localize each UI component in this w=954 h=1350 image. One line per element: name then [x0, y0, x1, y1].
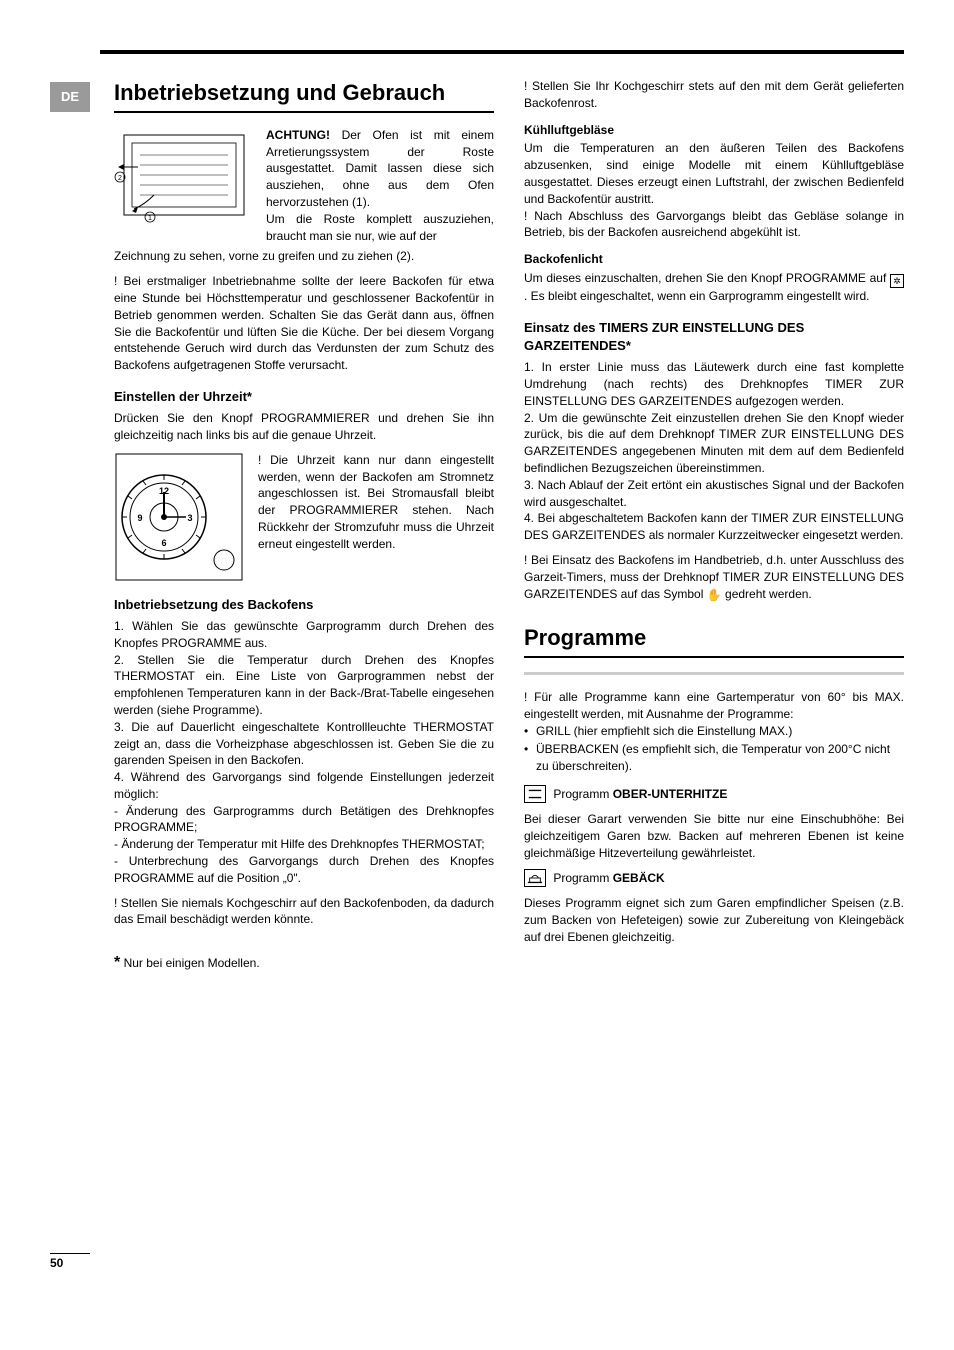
- language-tab: DE: [50, 82, 90, 112]
- warning-cookware-floor: ! Stellen Sie niemals Kochgeschirr auf d…: [114, 895, 494, 929]
- warning-first-use: ! Bei erstmaliger Inbetriebnahme sollte …: [114, 273, 494, 374]
- left-column: Inbetriebsetzung und Gebrauch 1: [114, 78, 494, 983]
- convection-icon: [524, 785, 546, 803]
- right-column: ! Stellen Sie Ihr Kochgeschirr stets auf…: [524, 78, 904, 983]
- heading-timer: Einsatz des TIMERS ZUR EINSTELLUNG DES G…: [524, 319, 904, 355]
- heading-programs: Programme: [524, 623, 904, 658]
- light-text: Um dieses einzuschalten, drehen Sie den …: [524, 270, 904, 305]
- svg-text:1: 1: [148, 215, 152, 222]
- step-4a: - Änderung des Garprogramms durch Betäti…: [114, 803, 494, 837]
- svg-text:6: 6: [161, 538, 166, 548]
- program-2-body: Dieses Programm eignet sich zum Garen em…: [524, 895, 904, 945]
- lamp-icon: ✲: [890, 274, 904, 288]
- program-1-heading: Programm OBER-UNTERHITZE: [524, 785, 904, 803]
- step-3: 3. Die auf Dauerlicht eingeschaltete Kon…: [114, 719, 494, 769]
- step-1: 1. Wählen Sie das gewünschte Garprogramm…: [114, 618, 494, 652]
- program-1-body: Bei dieser Garart verwenden Sie bitte nu…: [524, 811, 904, 861]
- programs-intro: ! Für alle Programme kann eine Gartemper…: [524, 689, 904, 723]
- heading-fan: Kühlluftgebläse: [524, 122, 904, 139]
- warning-rack: ! Stellen Sie Ihr Kochgeschirr stets auf…: [524, 78, 904, 112]
- oven-illustration: 1 2: [114, 127, 254, 227]
- hand-icon: ✋: [707, 587, 722, 604]
- timer-warning: ! Bei Einsatz des Backofens im Handbetri…: [524, 552, 904, 603]
- pastry-icon: [524, 869, 546, 887]
- svg-text:2: 2: [118, 175, 122, 182]
- intro-continuation: Zeichnung zu sehen, vorne zu greifen und…: [114, 248, 494, 265]
- clock-instruction: Drücken Sie den Knopf PROGRAMMIERER und …: [114, 410, 494, 444]
- timer-1: 1. In erster Linie muss das Läutewerk du…: [524, 359, 904, 409]
- clock-illustration: 12 3 6 9: [114, 452, 244, 582]
- step-4c: - Unterbrechung des Garvorgangs durch Dr…: [114, 853, 494, 887]
- step-2: 2. Stellen Sie die Temperatur durch Dreh…: [114, 652, 494, 719]
- svg-text:12: 12: [159, 486, 169, 496]
- heading-light: Backofenlicht: [524, 251, 904, 268]
- step-4b: - Änderung der Temperatur mit Hilfe des …: [114, 836, 494, 853]
- heading-startup: Inbetriebsetzung des Backofens: [114, 596, 494, 614]
- heading-underline: [524, 672, 904, 675]
- heading-clock: Einstellen der Uhrzeit*: [114, 388, 494, 406]
- clock-side-text: ! Die Uhrzeit kann nur dann eingestellt …: [258, 452, 494, 553]
- svg-text:9: 9: [137, 513, 142, 523]
- heading-main: Inbetriebsetzung und Gebrauch: [114, 78, 494, 113]
- intro-side-text: ACHTUNG! Der Ofen ist mit einem Arretier…: [266, 127, 494, 211]
- footnote: * Nur bei einigen Modellen.: [114, 952, 494, 974]
- intro-side-text-2: Um die Roste komplett auszuziehen, brauc…: [266, 211, 494, 245]
- list-item: ÜBERBACKEN (es empfiehlt sich, die Tempe…: [524, 741, 904, 775]
- program-2-heading: Programm GEBÄCK: [524, 869, 904, 887]
- timer-3: 3. Nach Ablauf der Zeit ertönt ein akust…: [524, 477, 904, 511]
- timer-2: 2. Um die gewünschte Zeit einzustellen d…: [524, 410, 904, 477]
- list-item: GRILL (hier empfiehlt sich die Einstellu…: [524, 723, 904, 740]
- timer-4: 4. Bei abgeschaltetem Backofen kann der …: [524, 510, 904, 544]
- top-rule: [100, 50, 904, 54]
- fan-text: Um die Temperaturen an den äußeren Teile…: [524, 140, 904, 207]
- page-number: 50: [50, 1253, 90, 1270]
- programs-exceptions-list: GRILL (hier empfiehlt sich die Einstellu…: [524, 723, 904, 775]
- fan-warning: ! Nach Abschluss des Garvorgangs bleibt …: [524, 208, 904, 242]
- step-4: 4. Während des Garvorgangs sind folgende…: [114, 769, 494, 803]
- svg-text:3: 3: [187, 513, 192, 523]
